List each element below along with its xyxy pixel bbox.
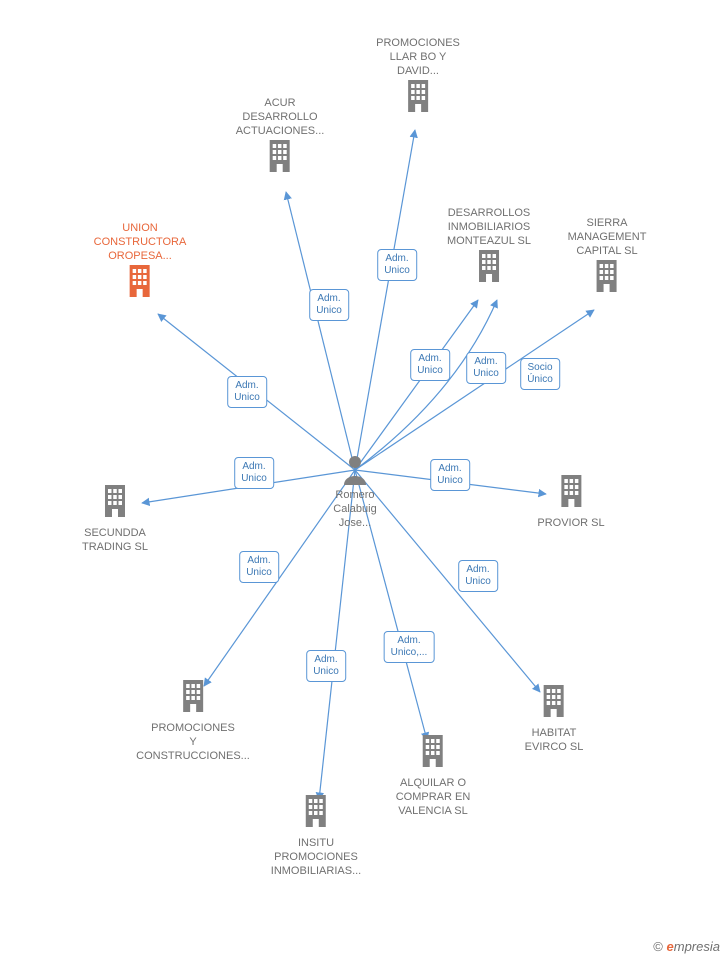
company-node-insitu[interactable]: INSITU PROMOCIONES INMOBILIARIAS... xyxy=(271,793,361,878)
company-node-alquilar[interactable]: ALQUILAR O COMPRAR EN VALENCIA SL xyxy=(396,733,471,818)
edge-label: Adm. Unico xyxy=(410,349,450,381)
company-node-label: SECUNDDA TRADING SL xyxy=(82,526,148,554)
edge-label: Adm. Unico xyxy=(430,459,470,491)
company-node-secundda[interactable]: SECUNDDA TRADING SL xyxy=(82,483,148,554)
copyright-symbol: © xyxy=(653,939,663,954)
edge-label: Adm. Unico xyxy=(309,289,349,321)
building-icon xyxy=(537,473,604,512)
company-node-promociones_llar[interactable]: PROMOCIONES LLAR BO Y DAVID... xyxy=(376,32,460,117)
company-node-label: INSITU PROMOCIONES INMOBILIARIAS... xyxy=(271,836,361,878)
edge-label: Adm. Unico,... xyxy=(384,631,435,663)
building-icon xyxy=(447,248,531,287)
company-node-promociones_y[interactable]: PROMOCIONES Y CONSTRUCCIONES... xyxy=(136,678,250,763)
company-node-desarrollos_monteazul[interactable]: DESARROLLOS INMOBILIARIOS MONTEAZUL SL xyxy=(447,202,531,287)
company-node-label: ACUR DESARROLLO ACTUACIONES... xyxy=(236,96,325,138)
company-node-union_constructora[interactable]: UNION CONSTRUCTORA OROPESA... xyxy=(94,217,187,302)
company-node-label: UNION CONSTRUCTORA OROPESA... xyxy=(94,221,187,263)
company-node-provior[interactable]: PROVIOR SL xyxy=(537,473,604,530)
company-node-habitat[interactable]: HABITAT EVIRCO SL xyxy=(525,683,584,754)
edge-line xyxy=(355,300,478,470)
edge-line xyxy=(355,300,497,470)
building-icon xyxy=(568,258,647,297)
center-node-label: Romero Calabuig Jose... xyxy=(333,488,376,530)
person-icon xyxy=(342,455,368,485)
building-icon xyxy=(236,138,325,177)
edge-label: Adm. Unico xyxy=(458,560,498,592)
company-node-label: PROVIOR SL xyxy=(537,516,604,530)
building-icon xyxy=(396,733,471,772)
edge-line xyxy=(286,192,355,470)
company-node-label: ALQUILAR O COMPRAR EN VALENCIA SL xyxy=(396,776,471,818)
edge-label: Adm. Unico xyxy=(306,650,346,682)
edge-label: Adm. Unico xyxy=(227,376,267,408)
copyright: © empresia xyxy=(653,939,720,954)
edge-label: Adm. Unico xyxy=(239,551,279,583)
building-icon xyxy=(271,793,361,832)
edge-line xyxy=(355,130,415,470)
building-icon xyxy=(94,263,187,302)
company-node-label: PROMOCIONES Y CONSTRUCCIONES... xyxy=(136,721,250,763)
building-icon xyxy=(376,78,460,117)
company-node-label: DESARROLLOS INMOBILIARIOS MONTEAZUL SL xyxy=(447,206,531,248)
edge-label: Socio Único xyxy=(520,358,560,390)
company-node-label: PROMOCIONES LLAR BO Y DAVID... xyxy=(376,36,460,78)
building-icon xyxy=(82,483,148,522)
company-node-sierra_mgmt[interactable]: SIERRA MANAGEMENT CAPITAL SL xyxy=(568,212,647,297)
company-node-label: SIERRA MANAGEMENT CAPITAL SL xyxy=(568,216,647,258)
building-icon xyxy=(136,678,250,717)
edge-label: Adm. Unico xyxy=(234,457,274,489)
company-node-acur[interactable]: ACUR DESARROLLO ACTUACIONES... xyxy=(236,92,325,177)
edge-line xyxy=(355,310,594,470)
building-icon xyxy=(525,683,584,722)
brand-rest: mpresia xyxy=(674,939,720,954)
brand-first-letter: e xyxy=(667,939,674,954)
center-node-person[interactable] xyxy=(342,455,368,490)
edge-label: Adm. Unico xyxy=(466,352,506,384)
edge-label: Adm. Unico xyxy=(377,249,417,281)
company-node-label: HABITAT EVIRCO SL xyxy=(525,726,584,754)
